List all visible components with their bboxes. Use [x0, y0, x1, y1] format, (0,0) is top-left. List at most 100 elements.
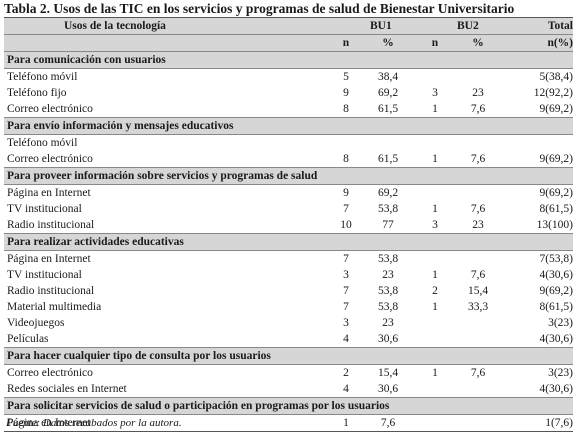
cell-bu2-n: 2: [432, 285, 438, 297]
cell-bu1-pct: 77: [382, 219, 394, 231]
cell-bu1-n: 2: [343, 367, 349, 379]
table-row: Página en Internet 7 53,8 7(53,8): [4, 251, 573, 267]
row-label: Teléfono móvil: [7, 137, 78, 149]
cell-bu2-pct: 7,6: [470, 269, 486, 281]
cell-bu2-n: [429, 331, 441, 347]
header-bu2-pct: %: [472, 37, 484, 49]
cell-bu2-n: 3: [432, 219, 438, 231]
cell-bu1-pct: 30,6: [377, 333, 399, 345]
cell-bu2-pct: [462, 315, 494, 331]
cell-bu2-pct: [462, 331, 494, 347]
cell-bu2-pct: [462, 415, 494, 431]
cell-total: 9(69,2): [539, 153, 573, 165]
cell-bu1-n: 10: [340, 219, 352, 231]
row-label: Videojuegos: [7, 317, 65, 329]
cell-bu1-pct: 69,2: [377, 187, 399, 199]
cell-bu2-pct: 7,6: [470, 103, 486, 115]
cell-bu1-pct: 53,8: [377, 253, 399, 265]
cell-bu2-pct: [462, 185, 494, 201]
cell-bu1-n: 7: [343, 301, 349, 313]
cell-total: 8(61,5): [539, 203, 573, 215]
cell-bu2-pct: 33,3: [467, 301, 489, 313]
cell-bu1-n: 5: [343, 71, 349, 83]
row-label: Material multimedia: [7, 301, 102, 313]
table-row: Página en Internet 1 7,6 1(7,6): [4, 415, 573, 431]
cell-bu1-pct: 69,2: [377, 87, 399, 99]
cell-bu1-pct: [372, 135, 404, 151]
cell-bu1-n: 9: [343, 187, 349, 199]
header-bu2: BU2: [457, 20, 479, 32]
header-row-sub: n % n % n(%): [4, 34, 573, 51]
row-label: TV institucional: [7, 269, 82, 281]
source-note: Fuente: Datos recabados por la autora.: [6, 417, 182, 429]
cell-total: 8(61,5): [539, 301, 573, 313]
header-bu1-n: n: [342, 37, 350, 49]
cell-bu2-n: 1: [432, 301, 438, 313]
cell-total: 4(30,6): [539, 269, 573, 281]
table-row: Correo electrónico 8 61,5 1 7,6 9(69,2): [4, 151, 573, 167]
row-label: Radio institucional: [7, 219, 95, 231]
cell-bu1-pct: 53,8: [377, 301, 399, 313]
cell-bu1-pct: 30,6: [377, 383, 399, 395]
cell-bu2-pct: 7,6: [470, 153, 486, 165]
row-label: Radio institucional: [7, 285, 95, 297]
row-label: Página en Internet: [7, 417, 91, 429]
cell-bu1-n: 3: [343, 269, 349, 281]
cell-bu2-n: [429, 381, 441, 397]
cell-bu1-n: 7: [343, 203, 349, 215]
cell-bu2-n: 1: [432, 153, 438, 165]
table-row: Redes sociales en Internet 4 30,6 4(30,6): [4, 381, 573, 397]
cell-bu2-n: 1: [432, 203, 438, 215]
row-label: Correo electrónico: [7, 367, 93, 379]
cell-bu1-n: 7: [343, 285, 349, 297]
cell-total: 13(100): [536, 219, 573, 231]
cell-bu1-n: 8: [343, 103, 349, 115]
table-row: Teléfono fijo 9 69,2 3 23 12(92,2): [4, 85, 573, 101]
section-heading: Para envío información y mensajes educat…: [4, 117, 573, 135]
section-heading: Para comunicación con usuarios: [4, 51, 573, 69]
cell-bu2-n: [429, 315, 441, 331]
cell-bu1-pct: 7,6: [380, 417, 396, 429]
cell-bu2-n: [429, 135, 441, 151]
table-row: TV institucional 7 53,8 1 7,6 8(61,5): [4, 201, 573, 217]
header-uses: Usos de la tecnología: [64, 20, 166, 32]
cell-total: 12(92,2): [533, 87, 573, 99]
cell-bu1-n: 7: [343, 253, 349, 265]
cell-bu1-n: [340, 135, 352, 151]
cell-bu1-pct: 15,4: [377, 367, 399, 379]
table-row: Página en Internet 9 69,2 9(69,2): [4, 185, 573, 201]
row-label: Correo electrónico: [7, 153, 93, 165]
cell-total: [503, 135, 573, 151]
cell-bu2-n: [429, 69, 441, 85]
table-body: Para comunicación con usuarios Teléfono m…: [4, 51, 573, 431]
header-bu2-n: n: [431, 37, 439, 49]
table-header: Usos de la tecnología BU1 BU2 Total n % …: [4, 18, 573, 51]
cell-bu1-n: 4: [343, 333, 349, 345]
row-label: Películas: [7, 333, 49, 345]
cell-bu1-pct: 61,5: [377, 103, 399, 115]
cell-bu2-n: 3: [432, 87, 438, 99]
header-bu1: BU1: [370, 20, 392, 32]
cell-bu2-n: 1: [432, 103, 438, 115]
cell-bu2-pct: 23: [472, 219, 484, 231]
cell-total: 9(69,2): [539, 103, 573, 115]
cell-bu2-pct: [462, 69, 494, 85]
table-row: Películas 4 30,6 4(30,6): [4, 331, 573, 347]
cell-total: 9(69,2): [539, 285, 573, 297]
row-label: Correo electrónico: [7, 103, 93, 115]
cell-bu2-n: [429, 251, 441, 267]
row-label: Redes sociales en Internet: [7, 383, 127, 395]
cell-bu1-n: 1: [343, 417, 349, 429]
row-label: Teléfono móvil: [7, 71, 78, 83]
cell-bu2-pct: 15,4: [467, 285, 489, 297]
section-heading: Para hacer cualquier tipo de consulta po…: [4, 347, 573, 365]
cell-bu2-pct: [462, 251, 494, 267]
table-row: Correo electrónico 8 61,5 1 7,6 9(69,2): [4, 101, 573, 117]
cell-bu1-pct: 38,4: [377, 71, 399, 83]
row-label: TV institucional: [7, 203, 82, 215]
table-row: Radio institucional 7 53,8 2 15,4 9(69,2): [4, 283, 573, 299]
cell-total: 5(38,4): [539, 71, 573, 83]
cell-bu1-n: 4: [343, 383, 349, 395]
cell-total: 9(69,2): [539, 187, 573, 199]
cell-bu1-pct: 23: [382, 317, 394, 329]
